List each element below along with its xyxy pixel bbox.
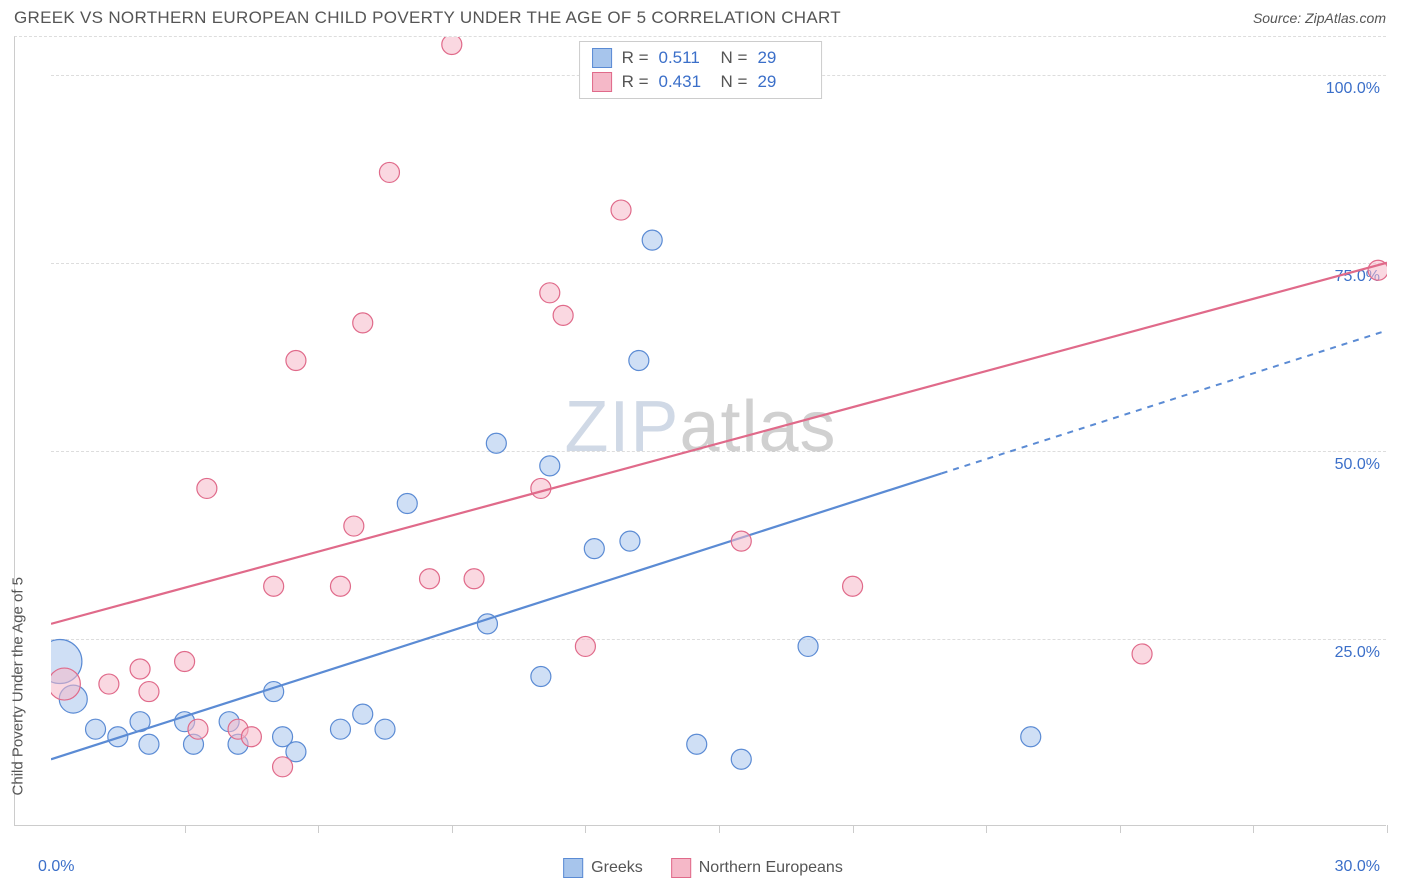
data-point xyxy=(353,704,373,724)
data-point xyxy=(375,719,395,739)
data-point xyxy=(575,636,595,656)
legend-swatch xyxy=(671,858,691,878)
data-point xyxy=(197,478,217,498)
r-value: 0.511 xyxy=(659,48,711,68)
data-point xyxy=(330,719,350,739)
data-point xyxy=(420,569,440,589)
data-point xyxy=(1021,727,1041,747)
data-point xyxy=(611,200,631,220)
r-label: R = xyxy=(622,48,649,68)
data-point xyxy=(99,674,119,694)
data-point xyxy=(442,37,462,55)
scatter-plot xyxy=(51,37,1387,827)
chart-header: GREEK VS NORTHERN EUROPEAN CHILD POVERTY… xyxy=(0,0,1406,32)
data-point xyxy=(531,667,551,687)
legend-item: Greeks xyxy=(563,858,643,878)
data-point xyxy=(273,757,293,777)
data-point xyxy=(629,351,649,371)
series-legend: Greeks Northern Europeans xyxy=(563,858,843,878)
data-point xyxy=(798,636,818,656)
correlation-legend: R = 0.511 N = 29 R = 0.431 N = 29 xyxy=(579,41,823,99)
chart-source: Source: ZipAtlas.com xyxy=(1253,10,1386,26)
data-point xyxy=(731,531,751,551)
data-point xyxy=(731,749,751,769)
data-point xyxy=(344,516,364,536)
x-axis-max-label: 30.0% xyxy=(1335,858,1380,876)
chart-title: GREEK VS NORTHERN EUROPEAN CHILD POVERTY… xyxy=(14,8,841,28)
data-point xyxy=(175,651,195,671)
legend-swatch xyxy=(563,858,583,878)
trend-line xyxy=(51,263,1387,624)
n-value: 29 xyxy=(757,72,809,92)
data-point xyxy=(687,734,707,754)
data-point xyxy=(843,576,863,596)
data-point xyxy=(188,719,208,739)
legend-label: Northern Europeans xyxy=(699,859,843,877)
data-point xyxy=(540,456,560,476)
data-point xyxy=(620,531,640,551)
legend-swatch xyxy=(592,48,612,68)
data-point xyxy=(540,283,560,303)
data-point xyxy=(584,539,604,559)
chart-container: Child Poverty Under the Age of 5 25.0%50… xyxy=(14,36,1386,826)
legend-swatch xyxy=(592,72,612,92)
data-point xyxy=(553,305,573,325)
r-label: R = xyxy=(622,72,649,92)
data-point xyxy=(464,569,484,589)
n-label: N = xyxy=(721,72,748,92)
data-point xyxy=(379,162,399,182)
trend-line xyxy=(51,473,942,759)
data-point xyxy=(241,727,261,747)
legend-row: R = 0.431 N = 29 xyxy=(592,70,810,94)
legend-label: Greeks xyxy=(591,859,643,877)
data-point xyxy=(286,351,306,371)
legend-row: R = 0.511 N = 29 xyxy=(592,46,810,70)
legend-item: Northern Europeans xyxy=(671,858,843,878)
data-point xyxy=(1132,644,1152,664)
data-point xyxy=(397,493,417,513)
data-point xyxy=(330,576,350,596)
data-point xyxy=(51,668,80,700)
r-value: 0.431 xyxy=(659,72,711,92)
x-tick xyxy=(1387,825,1388,833)
data-point xyxy=(130,659,150,679)
trend-line-extrapolated xyxy=(942,330,1387,473)
data-point xyxy=(86,719,106,739)
data-point xyxy=(139,734,159,754)
data-point xyxy=(139,682,159,702)
n-value: 29 xyxy=(757,48,809,68)
n-label: N = xyxy=(721,48,748,68)
data-point xyxy=(486,433,506,453)
data-point xyxy=(353,313,373,333)
y-axis-title: Child Poverty Under the Age of 5 xyxy=(9,577,26,795)
data-point xyxy=(642,230,662,250)
data-point xyxy=(264,576,284,596)
x-axis-min-label: 0.0% xyxy=(38,858,74,876)
